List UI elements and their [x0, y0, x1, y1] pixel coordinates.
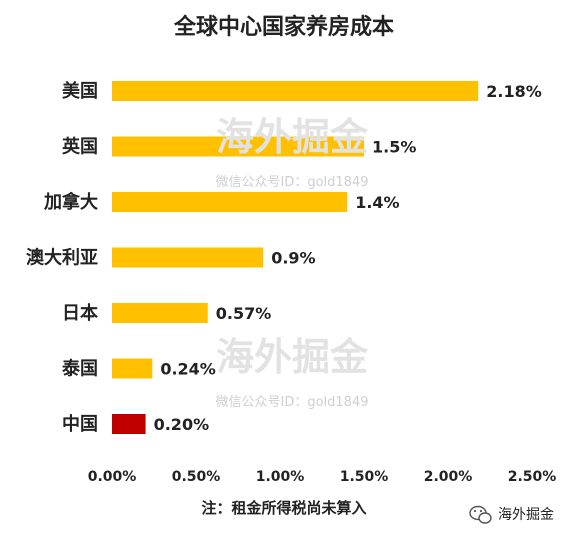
brand-badge: 海外掘金	[469, 505, 554, 524]
data-label: 0.24%	[160, 360, 216, 379]
category-label: 美国	[62, 80, 98, 102]
category-label: 英国	[61, 136, 98, 158]
brand-label: 海外掘金	[498, 507, 554, 523]
bar	[112, 358, 153, 379]
watermark-sub: 微信公众号ID：gold1849	[216, 175, 369, 190]
data-label: 0.20%	[154, 415, 210, 434]
data-label: 0.9%	[271, 249, 315, 268]
bar	[112, 247, 264, 268]
category-label: 加拿大	[43, 191, 98, 213]
bar	[112, 136, 364, 157]
bar	[112, 414, 146, 434]
labels-layer: 美国 2.18% 英国 1.5% 加拿大 1.4% 澳大利亚 0.9% 日本 0.57% 泰国 0.2…	[26, 80, 542, 435]
watermark-main: 海外掘金	[216, 334, 369, 379]
x-tick-label: 1.50%	[340, 469, 389, 485]
category-label: 澳大利亚	[26, 247, 98, 269]
data-label: 0.57%	[216, 304, 272, 323]
chart-note: 注：租金所得税尚未算入	[201, 499, 366, 517]
data-label: 1.4%	[355, 193, 399, 212]
bar	[112, 81, 479, 101]
data-label: 1.5%	[372, 138, 416, 157]
category-label: 日本	[62, 302, 98, 324]
x-tick-label: 2.00%	[424, 469, 473, 485]
x-tick-label: 1.00%	[256, 469, 305, 485]
x-tick-label: 0.00%	[88, 469, 137, 485]
x-tick-label: 2.50%	[508, 469, 557, 485]
bar	[112, 192, 348, 212]
bar	[112, 303, 208, 323]
bars-layer	[112, 81, 479, 434]
x-axis-ticks: 0.00% 0.50% 1.00% 1.50% 2.00% 2.50%	[88, 469, 557, 485]
category-label: 中国	[62, 413, 98, 435]
x-tick-label: 0.50%	[172, 469, 221, 485]
category-label: 泰国	[61, 358, 98, 380]
chart-title: 全球中心国家养房成本	[173, 14, 394, 40]
watermark-main: 海外掘金	[216, 114, 369, 159]
wechat-icon	[469, 505, 492, 524]
watermark-sub: 微信公众号ID：gold1849	[216, 395, 369, 410]
data-label: 2.18%	[486, 82, 542, 101]
